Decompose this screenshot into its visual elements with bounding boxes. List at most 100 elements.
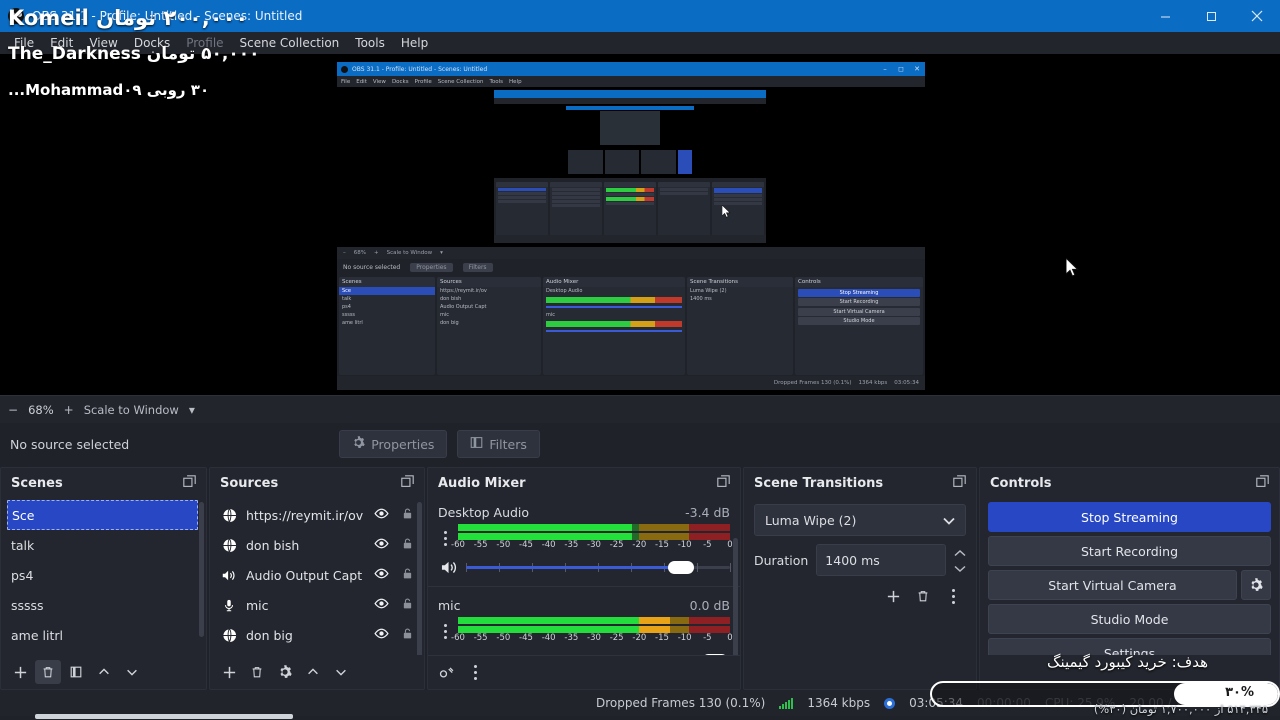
- menu-file[interactable]: File: [14, 36, 35, 50]
- eye-icon[interactable]: [374, 566, 389, 584]
- popout-icon[interactable]: [183, 474, 196, 492]
- preview-area[interactable]: OBS 31.1 - Profile: Untitled - Scenes: U…: [0, 54, 1280, 395]
- eye-icon[interactable]: [374, 536, 389, 554]
- controls-body[interactable]: Stop Streaming Start Recording Start Vir…: [980, 498, 1279, 655]
- start-virtual-camera-button[interactable]: Start Virtual Camera: [988, 570, 1237, 600]
- channel-menu-icon[interactable]: [438, 530, 452, 546]
- stop-streaming-button[interactable]: Stop Streaming: [988, 502, 1271, 532]
- speaker-icon[interactable]: [438, 559, 460, 576]
- advanced-audio-properties-button[interactable]: [434, 661, 460, 685]
- speaker-icon[interactable]: [438, 652, 460, 655]
- scale-mode-label[interactable]: Scale to Window: [83, 402, 179, 417]
- volume-slider[interactable]: [466, 651, 730, 655]
- close-button[interactable]: [1234, 0, 1280, 32]
- virtual-camera-settings-button[interactable]: [1241, 570, 1271, 600]
- menu-view[interactable]: View: [89, 36, 118, 50]
- chevron-down-icon[interactable]: ▾: [188, 402, 195, 417]
- scenes-title: Scenes: [11, 475, 63, 491]
- scenes-body[interactable]: Sce talk ps4 sssss ame litrl: [1, 498, 206, 655]
- duration-stepper[interactable]: [954, 546, 966, 575]
- duplicate-scene-button[interactable]: [63, 660, 89, 684]
- source-properties-button[interactable]: [272, 660, 298, 684]
- source-list[interactable]: https://reymit.ir/ov don bish: [210, 498, 424, 655]
- mixer-body[interactable]: Desktop Audio -3.4 dB -60 -55 -50 -45 -40 -35…: [428, 498, 740, 655]
- mixer-channel-desktop-audio[interactable]: Desktop Audio -3.4 dB -60 -55 -50 -45 -40 -35…: [428, 498, 740, 582]
- menu-edit[interactable]: Edit: [50, 36, 74, 50]
- unlock-icon[interactable]: [401, 537, 414, 553]
- stream-time-label: 03:05:34: [909, 696, 964, 710]
- mixer-menu-button[interactable]: [462, 661, 488, 685]
- maximize-button[interactable]: [1188, 0, 1234, 32]
- menu-scene-collection[interactable]: Scene Collection: [239, 36, 340, 50]
- scene-item-sce[interactable]: Sce: [7, 500, 198, 530]
- popout-icon[interactable]: [1256, 474, 1269, 492]
- channel-volume-row[interactable]: [438, 647, 730, 655]
- stepper-down-icon[interactable]: [954, 561, 966, 575]
- eye-icon[interactable]: [374, 596, 389, 614]
- settings-button[interactable]: Settings: [988, 638, 1271, 655]
- remove-transition-button[interactable]: [910, 584, 936, 608]
- mini-source-item: mic: [440, 312, 450, 318]
- mini-menu-docks: Docks: [391, 78, 409, 85]
- move-scene-up-button[interactable]: [91, 660, 117, 684]
- source-row[interactable]: Audio Output Capt: [210, 560, 424, 590]
- stepper-up-icon[interactable]: [954, 546, 966, 560]
- scenes-scrollbar[interactable]: [199, 502, 204, 637]
- properties-button[interactable]: Properties: [339, 430, 448, 458]
- scene-transitions-dock: Scene Transitions Luma Wipe (2): [743, 467, 977, 690]
- volume-slider-knob[interactable]: [701, 654, 728, 655]
- eye-icon[interactable]: [374, 506, 389, 524]
- unlock-icon[interactable]: [401, 507, 414, 523]
- scene-item-ps4[interactable]: ps4: [11, 567, 34, 583]
- mixer-scrollbar[interactable]: [733, 538, 738, 655]
- menu-help[interactable]: Help: [400, 36, 429, 50]
- add-scene-button[interactable]: [7, 660, 33, 684]
- mixer-channel-mic[interactable]: mic 0.0 dB -60 -55 -50 -45 -40 -35 -30 -25 -20 -1…: [428, 591, 740, 655]
- channel-menu-icon[interactable]: [438, 623, 452, 639]
- channel-volume-row[interactable]: [438, 554, 731, 580]
- move-source-down-button[interactable]: [328, 660, 354, 684]
- scene-item-ame-litrl[interactable]: ame litrl: [11, 627, 63, 643]
- unlock-icon[interactable]: [401, 627, 414, 643]
- unlock-icon[interactable]: [401, 567, 414, 583]
- filters-button[interactable]: Filters: [457, 430, 540, 458]
- mini-fit-caret-icon: ▾: [440, 250, 443, 256]
- zoom-in-button[interactable]: +: [63, 402, 74, 417]
- unlock-icon[interactable]: [401, 597, 414, 613]
- volume-slider[interactable]: [466, 558, 731, 576]
- zoom-out-button[interactable]: −: [8, 402, 19, 417]
- minimize-button[interactable]: [1142, 0, 1188, 32]
- menu-docks[interactable]: Docks: [133, 36, 171, 50]
- transition-menu-button[interactable]: [940, 584, 966, 608]
- studio-mode-button[interactable]: Studio Mode: [988, 604, 1271, 634]
- menu-tools[interactable]: Tools: [355, 36, 385, 50]
- m3-dock-scenes: [568, 150, 603, 174]
- popout-icon[interactable]: [401, 474, 414, 492]
- popout-icon[interactable]: [717, 474, 730, 492]
- transition-select[interactable]: Luma Wipe (2): [754, 504, 966, 536]
- menu-profile[interactable]: Profile: [186, 36, 224, 50]
- preview-canvas[interactable]: OBS 31.1 - Profile: Untitled - Scenes: U…: [337, 62, 925, 390]
- move-scene-down-button[interactable]: [119, 660, 145, 684]
- duration-input[interactable]: 1400 ms: [816, 544, 946, 576]
- move-source-up-button[interactable]: [300, 660, 326, 684]
- remove-scene-button[interactable]: [35, 660, 61, 684]
- popout-icon[interactable]: [953, 474, 966, 492]
- bottom-scrollbar[interactable]: [35, 714, 293, 719]
- transitions-body[interactable]: Luma Wipe (2) Duration 1400 ms: [744, 498, 976, 655]
- volume-slider-knob[interactable]: [668, 561, 695, 574]
- add-transition-button[interactable]: [880, 584, 906, 608]
- eye-icon[interactable]: [374, 626, 389, 644]
- start-recording-button[interactable]: Start Recording: [988, 536, 1271, 566]
- scene-item-talk[interactable]: talk: [11, 537, 35, 553]
- source-row[interactable]: don big: [210, 620, 424, 650]
- remove-source-button[interactable]: [244, 660, 270, 684]
- source-row[interactable]: don bish: [210, 530, 424, 560]
- scene-item-sssss[interactable]: sssss: [11, 597, 44, 613]
- add-source-button[interactable]: [216, 660, 242, 684]
- scene-list[interactable]: Sce talk ps4 sssss ame litrl: [1, 498, 206, 655]
- source-row[interactable]: mic: [210, 590, 424, 620]
- sources-scrollbar[interactable]: [417, 502, 422, 655]
- source-row[interactable]: https://reymit.ir/ov: [210, 500, 424, 530]
- sources-body[interactable]: https://reymit.ir/ov don bish: [210, 498, 424, 655]
